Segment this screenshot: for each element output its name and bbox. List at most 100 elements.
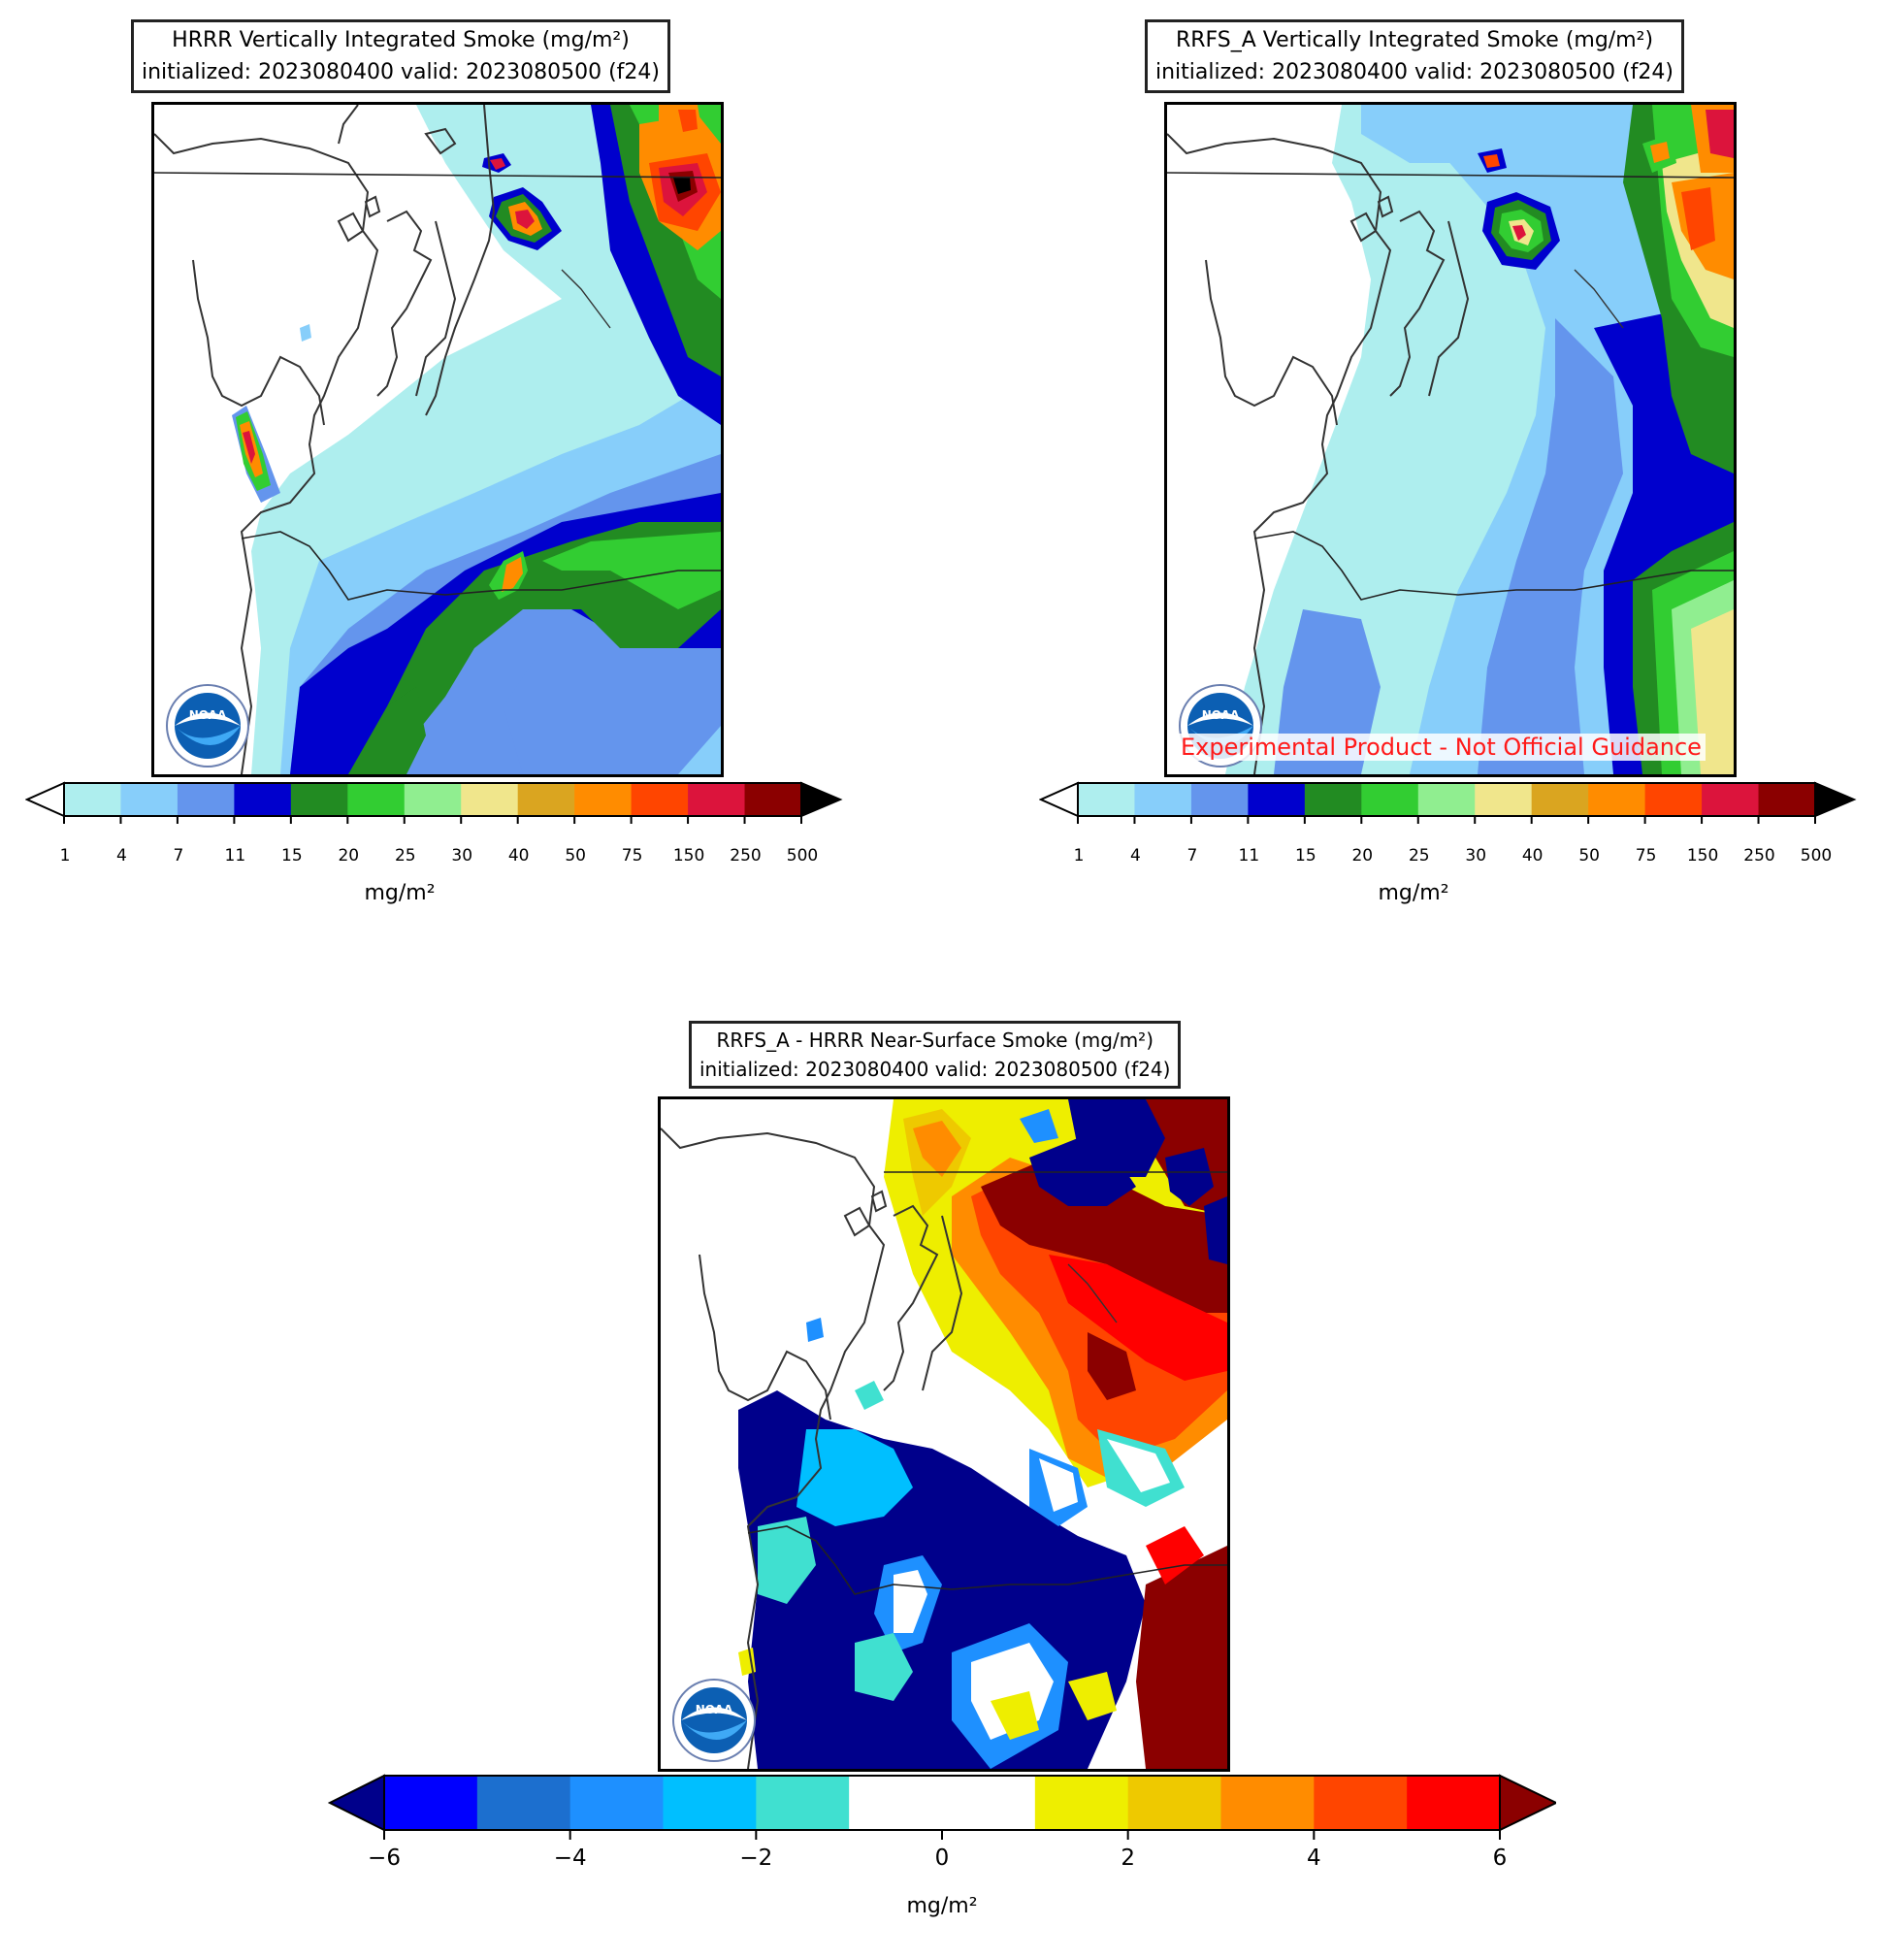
colorbar-tick-label: −4	[553, 1846, 587, 1871]
colorbar-bin	[1304, 783, 1362, 816]
colorbar-bin	[1531, 783, 1589, 816]
colorbar-tick-label: 250	[1743, 846, 1775, 866]
colorbar-tick-label: −6	[368, 1846, 401, 1871]
colorbar-tick-label: 11	[224, 846, 246, 866]
colorbar-bin	[1361, 783, 1419, 816]
colorbar-tick-label: 150	[1686, 846, 1719, 866]
diff-title: RRFS_A - HRRR Near-Surface Smoke (mg/m²)…	[689, 1021, 1182, 1089]
colorbar-bin	[476, 1776, 571, 1830]
colorbar-tick-label: 20	[338, 846, 360, 866]
hrrr-title-line1: HRRR Vertically Integrated Smoke (mg/m²)	[172, 28, 630, 52]
colorbar-tick-label: 25	[1408, 846, 1430, 866]
colorbar-tick-label: 30	[451, 846, 473, 866]
experimental-watermark: Experimental Product - Not Official Guid…	[1177, 734, 1706, 761]
colorbar-tick-label: 1	[1073, 846, 1085, 866]
colorbar-tick-label: 250	[730, 846, 762, 866]
colorbar-bin	[1588, 783, 1646, 816]
rrfs-colorbar-svg	[1038, 781, 1857, 824]
colorbar-tick-label: 40	[1521, 846, 1544, 866]
colorbar-bin	[64, 783, 121, 816]
colorbar-tick-label: 0	[934, 1846, 950, 1871]
rrfs-colorbar	[1038, 781, 1860, 849]
diff-smoke-field	[661, 1099, 1227, 1769]
colorbar-bin	[1134, 783, 1192, 816]
colorbar-bin	[1475, 783, 1533, 816]
colorbar-bin	[1220, 1776, 1315, 1830]
hrrr-smoke-map: NOAA	[151, 102, 724, 777]
noaa-logo-icon: NOAA	[159, 682, 256, 769]
colorbar-tick-label: 75	[621, 846, 643, 866]
hrrr-title-line2: initialized: 2023080400 valid: 202308050…	[142, 60, 660, 84]
colorbar-tick-label: 150	[672, 846, 705, 866]
colorbar-bin	[631, 783, 689, 816]
colorbar-tick-label: 4	[1307, 1846, 1321, 1871]
hrrr-smoke-field	[154, 105, 721, 774]
colorbar-tick-label: 6	[1492, 1846, 1508, 1871]
colorbar-tick-label: 20	[1351, 846, 1374, 866]
colorbar-tick-label: 25	[394, 846, 416, 866]
colorbar-bin	[347, 783, 406, 816]
colorbar-bin	[849, 1776, 943, 1830]
colorbar-bin	[1190, 783, 1249, 816]
svg-text:NOAA: NOAA	[1202, 708, 1240, 722]
colorbar-tick-label: 7	[173, 846, 184, 866]
colorbar-bin	[1078, 783, 1135, 816]
colorbar-tick-label: −2	[739, 1846, 773, 1871]
hrrr-title: HRRR Vertically Integrated Smoke (mg/m²)…	[131, 19, 670, 93]
svg-text:NOAA: NOAA	[696, 1703, 733, 1716]
rrfs-smoke-field	[1167, 105, 1734, 774]
colorbar-bin	[744, 783, 802, 816]
diff-title-line2: initialized: 2023080400 valid: 202308050…	[699, 1058, 1171, 1081]
rrfs-title: RRFS_A Vertically Integrated Smoke (mg/m…	[1145, 19, 1684, 93]
colorbar-tick-label: 30	[1465, 846, 1487, 866]
colorbar-bin	[756, 1776, 850, 1830]
colorbar-bin	[234, 783, 292, 816]
noaa-logo-icon: NOAA	[666, 1677, 763, 1764]
colorbar-tick-label: 500	[786, 846, 819, 866]
diff-title-line1: RRFS_A - HRRR Near-Surface Smoke (mg/m²)	[716, 1029, 1154, 1052]
colorbar-tick-label: 50	[565, 846, 586, 866]
rrfs-title-line2: initialized: 2023080400 valid: 202308050…	[1155, 60, 1674, 84]
colorbar-bin	[384, 1776, 478, 1830]
colorbar-bin	[1314, 1776, 1408, 1830]
colorbar-tick-label: 11	[1238, 846, 1260, 866]
colorbar-bin	[569, 1776, 664, 1830]
diff-colorbar-unit: mg/m²	[906, 1894, 978, 1918]
colorbar-tick-label: 4	[116, 846, 127, 866]
colorbar-bin	[1644, 783, 1703, 816]
colorbar-bin	[404, 783, 462, 816]
colorbar-bin	[1758, 783, 1816, 816]
colorbar-tick-label: 15	[1295, 846, 1316, 866]
colorbar-tick-label: 50	[1578, 846, 1600, 866]
colorbar-bin	[1248, 783, 1306, 816]
colorbar-bin	[1417, 783, 1476, 816]
colorbar-bin	[574, 783, 633, 816]
rrfs-colorbar-unit: mg/m²	[1378, 881, 1449, 905]
colorbar-tick-label: 7	[1186, 846, 1198, 866]
rrfs-title-line1: RRFS_A Vertically Integrated Smoke (mg/m…	[1175, 28, 1654, 52]
colorbar-bin	[177, 783, 235, 816]
colorbar-tick-label: 40	[507, 846, 530, 866]
colorbar-tick-label: 2	[1121, 1846, 1135, 1871]
colorbar-bin	[663, 1776, 757, 1830]
colorbar-bin	[1034, 1776, 1129, 1830]
rrfs-smoke-map: NOAA Experimental Product - Not Official…	[1164, 102, 1737, 777]
colorbar-bin	[942, 1776, 1036, 1830]
svg-text:NOAA: NOAA	[189, 708, 227, 722]
colorbar-bin	[290, 783, 348, 816]
hrrr-colorbar-svg	[24, 781, 843, 824]
colorbar-bin	[461, 783, 519, 816]
colorbar-bin	[1127, 1776, 1221, 1830]
colorbar-tick-label: 500	[1800, 846, 1833, 866]
colorbar-bin	[1702, 783, 1760, 816]
colorbar-tick-label: 75	[1635, 846, 1657, 866]
diff-colorbar-svg	[327, 1774, 1559, 1840]
colorbar-bin	[120, 783, 179, 816]
colorbar-bin	[688, 783, 746, 816]
hrrr-colorbar	[24, 781, 846, 849]
colorbar-bin	[517, 783, 575, 816]
hrrr-colorbar-unit: mg/m²	[364, 881, 436, 905]
colorbar-tick-label: 4	[1130, 846, 1141, 866]
colorbar-tick-label: 1	[59, 846, 71, 866]
diff-smoke-map: NOAA	[658, 1096, 1230, 1772]
